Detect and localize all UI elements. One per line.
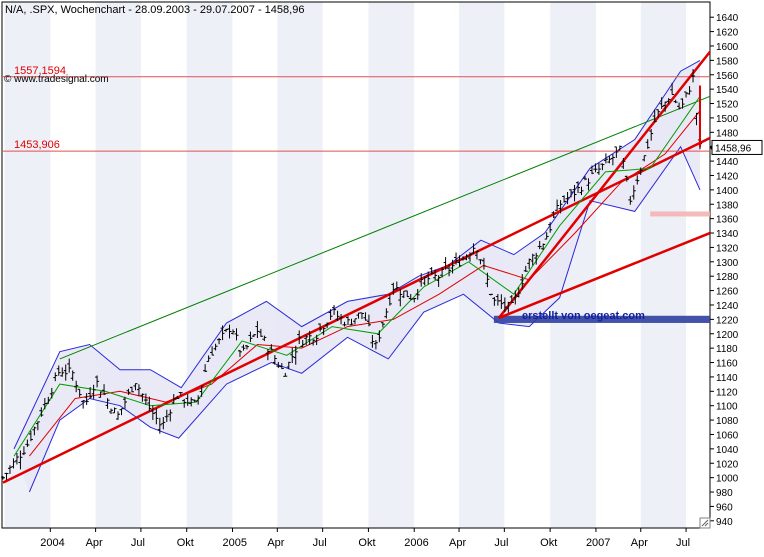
zones — [493, 211, 710, 323]
y-tick-label: 1620 — [716, 28, 739, 39]
price-bars — [1, 69, 702, 480]
x-tick-label: Jul — [494, 537, 508, 549]
support-2006-line — [498, 231, 711, 320]
y-axis: 940 960 980 1000 1020 1040 1060 1080 1100 1120 114… — [710, 13, 763, 528]
x-tick-label: Okt — [540, 537, 557, 549]
bollinger-band — [13, 59, 701, 493]
x-tick-label: Jul — [313, 537, 327, 549]
x-tick-label: Jul — [676, 537, 690, 549]
x-tick-label: Apr — [267, 537, 284, 549]
stripe — [186, 2, 233, 528]
x-tick-label: Okt — [177, 537, 194, 549]
y-tick-label: 960 — [716, 502, 733, 513]
resize-grip-icon[interactable] — [699, 517, 711, 529]
x-tick-label: Apr — [631, 537, 648, 549]
y-tick-label: 1160 — [716, 359, 738, 370]
y-tick-label: 1120 — [716, 387, 738, 398]
y-tick-label: 1060 — [716, 430, 739, 441]
y-tick-label: 1360 — [716, 215, 739, 226]
y-tick-label: 1180 — [716, 344, 738, 355]
x-tick-label: 2006 — [404, 537, 428, 549]
x-tick-label: 2007 — [586, 537, 610, 549]
trend-lines — [2, 50, 711, 484]
y-tick-label: 1600 — [716, 42, 739, 53]
steep-support-line — [497, 50, 711, 319]
last-price-label: 1458,96 — [715, 143, 752, 154]
y-tick-label: 940 — [716, 517, 733, 528]
x-axis: 2004 Apr Jul Okt 2005 Apr Jul Okt 2006 Apr Jul Okt 2… — [2, 527, 710, 549]
x-tick-label: Apr — [86, 537, 103, 549]
y-tick-label: 1280 — [716, 272, 739, 283]
y-tick-label: 1080 — [716, 416, 739, 427]
y-tick-label: 1420 — [716, 171, 739, 182]
y-tick-label: 1500 — [716, 114, 739, 125]
ma-fast-line — [13, 96, 701, 457]
y-tick-label: 1520 — [716, 100, 739, 111]
watermark: erstellt von oegeat.com — [522, 310, 645, 322]
y-tick-label: 1400 — [716, 186, 739, 197]
support-line — [2, 136, 711, 484]
level-label: 1557,1594 — [14, 65, 66, 77]
band-fill — [14, 60, 700, 493]
y-tick-label: 1440 — [716, 157, 739, 168]
y-tick-label: 1000 — [716, 474, 739, 485]
y-tick-label: 1540 — [716, 85, 739, 96]
x-tick-label: Okt — [358, 537, 375, 549]
chart-title: N/A, .SPX, Wochenchart - 28.09.2003 - 29… — [5, 4, 304, 16]
last-price-marker — [710, 144, 712, 151]
support-zone — [493, 315, 710, 323]
y-tick-label: 1560 — [716, 71, 739, 82]
y-tick-label: 1380 — [716, 200, 739, 211]
y-tick-label: 1200 — [716, 330, 739, 341]
x-tick-label: Jul — [131, 537, 145, 549]
level-label: 1453,906 — [14, 139, 60, 151]
y-tick-label: 980 — [716, 488, 733, 499]
y-tick-label: 1320 — [716, 243, 739, 254]
source-credit: © www.tradesignal.com — [4, 74, 109, 85]
bollinger-lower-line — [28, 145, 701, 493]
stripe — [277, 2, 323, 528]
y-tick-label: 1260 — [716, 287, 739, 298]
y-tick-label: 1640 — [716, 13, 739, 24]
y-tick-label: 1020 — [716, 459, 739, 470]
stripe — [95, 2, 141, 528]
y-tick-label: 1220 — [716, 315, 739, 326]
bollinger-upper-line — [13, 59, 701, 450]
stripe — [368, 2, 415, 528]
horizontal-levels: 1557,1594 1453,906 — [2, 65, 710, 152]
y-tick-label: 1340 — [716, 229, 739, 240]
resistance-zone — [650, 211, 710, 217]
x-tick-label: 2004 — [40, 537, 64, 549]
y-tick-label: 1240 — [716, 301, 739, 312]
y-tick-label: 1480 — [716, 128, 739, 139]
x-tick-label: Apr — [449, 537, 466, 549]
y-tick-label: 1040 — [716, 445, 739, 456]
x-tick-label: 2005 — [223, 537, 247, 549]
channel-top-line — [59, 95, 711, 360]
y-tick-label: 1580 — [716, 56, 739, 67]
y-tick-label: 1140 — [716, 373, 738, 384]
y-tick-label: 1100 — [716, 402, 738, 413]
y-tick-label: 1300 — [716, 258, 739, 269]
